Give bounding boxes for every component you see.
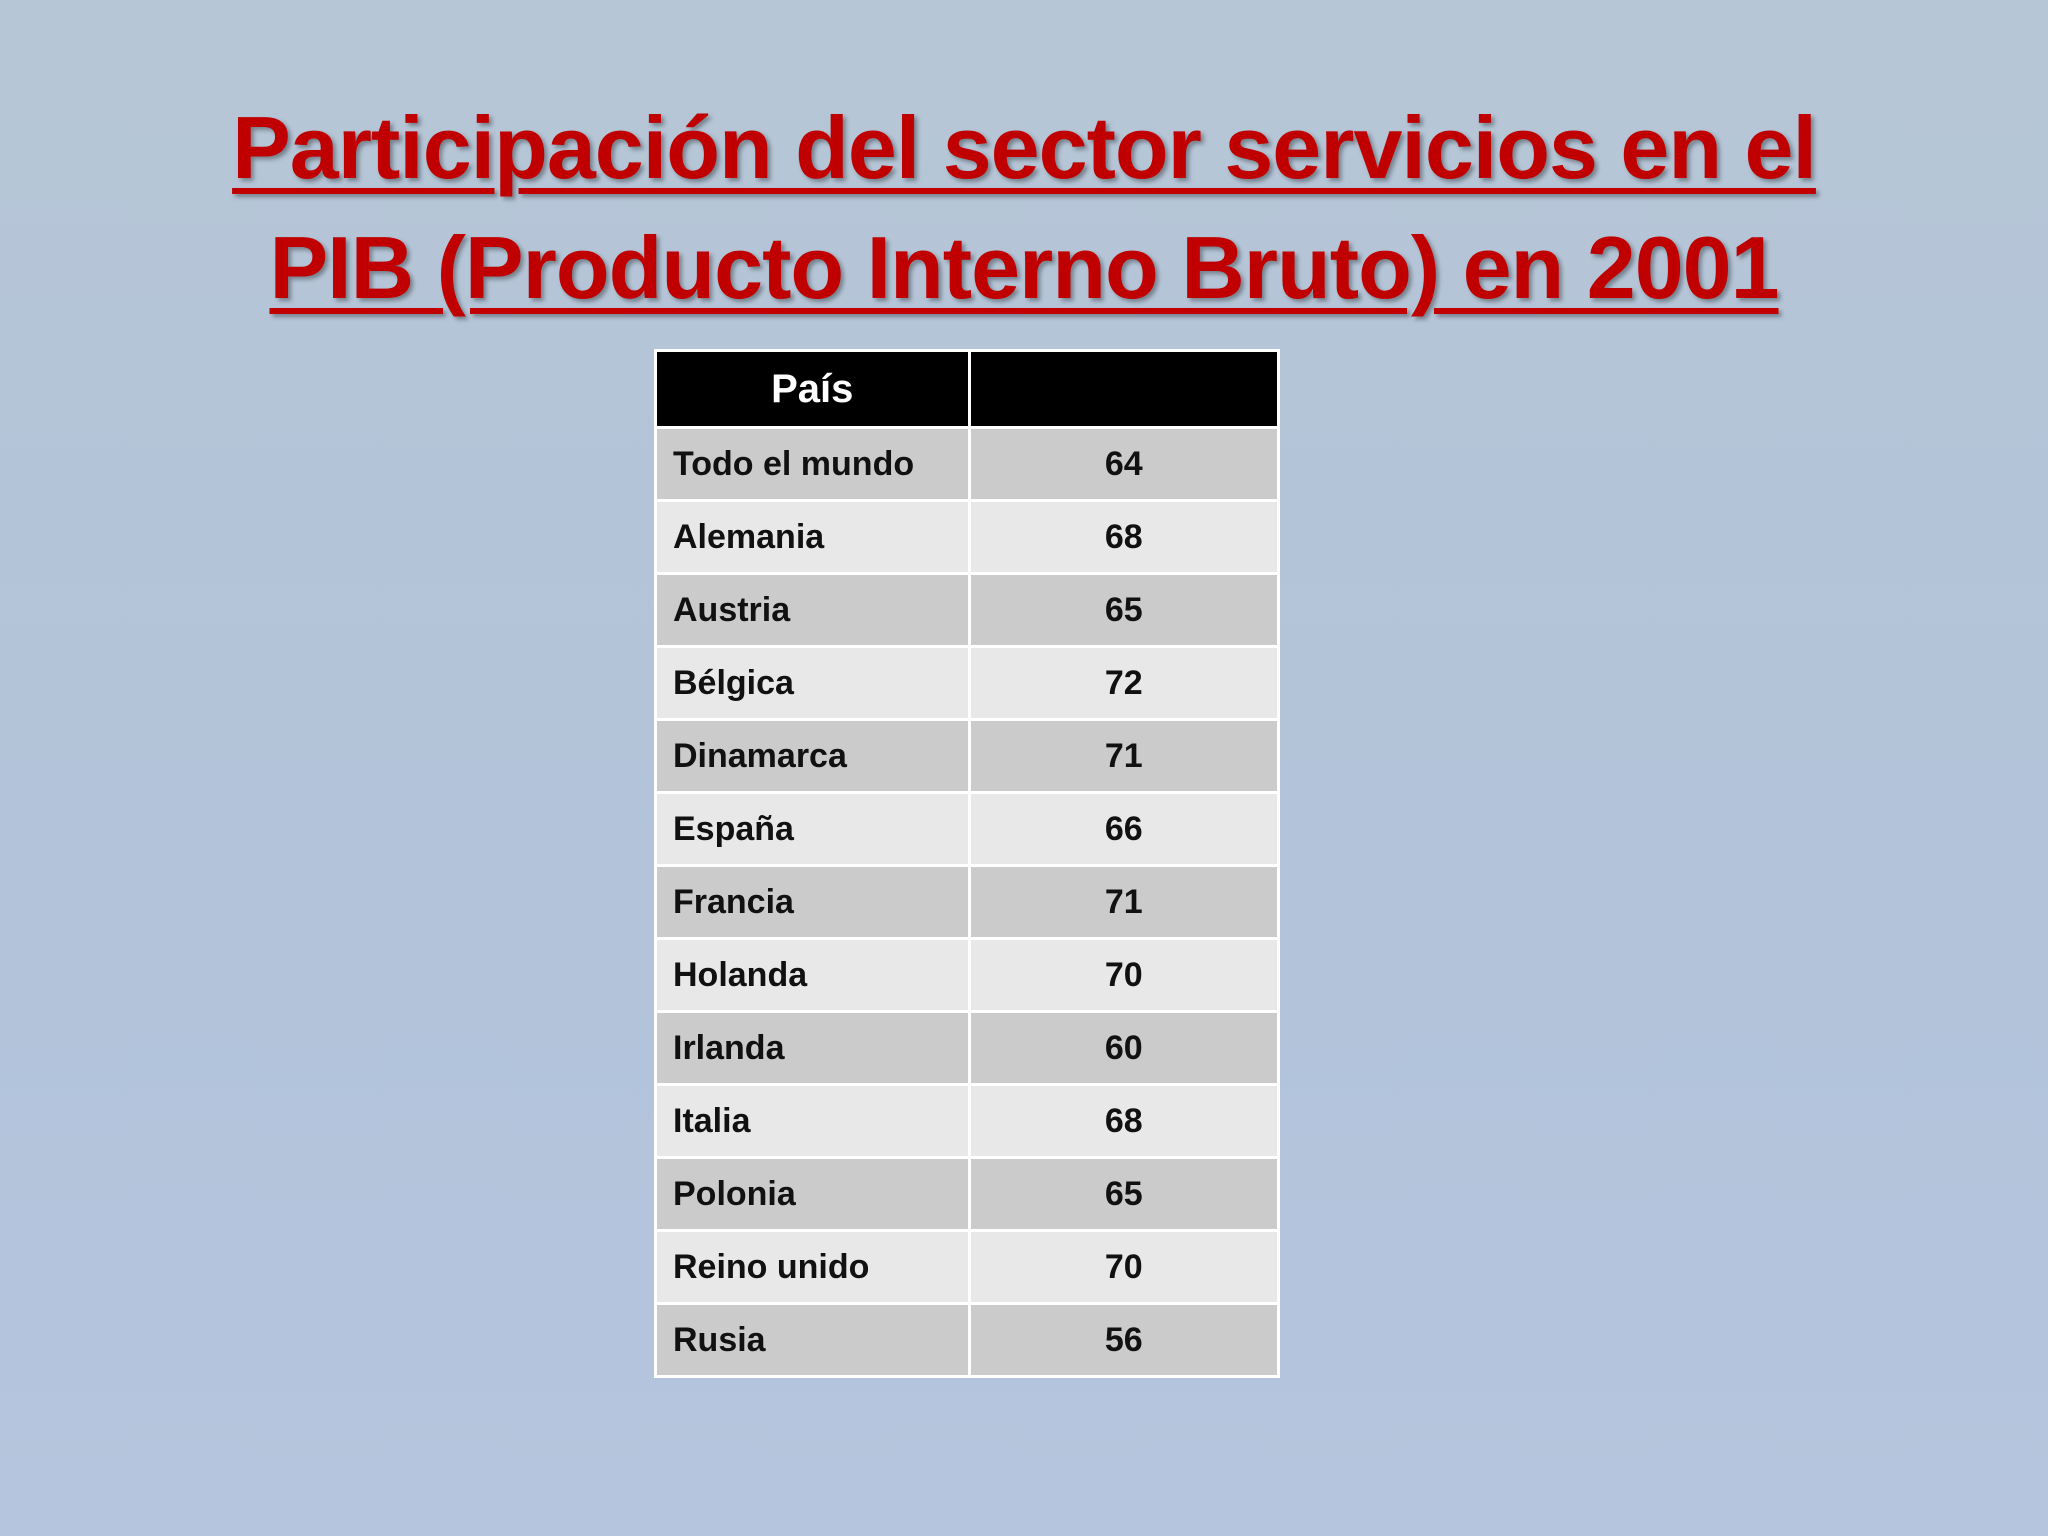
value-cell: 70 — [967, 937, 1280, 1013]
value-cell: 56 — [967, 1302, 1280, 1378]
table-row: Francia 71 — [654, 864, 1280, 940]
country-cell: Italia — [654, 1083, 971, 1159]
table-row: Alemania 68 — [654, 499, 1280, 575]
value-cell: 72 — [967, 645, 1280, 721]
table-row: Italia 68 — [654, 1083, 1280, 1159]
country-cell: Holanda — [654, 937, 971, 1013]
country-cell: Austria — [654, 572, 971, 648]
header-value — [967, 349, 1280, 429]
country-cell: Francia — [654, 864, 971, 940]
value-cell: 64 — [967, 426, 1280, 502]
table-row: Dinamarca 71 — [654, 718, 1280, 794]
table-row: Austria 65 — [654, 572, 1280, 648]
table-row: Reino unido 70 — [654, 1229, 1280, 1305]
value-cell: 71 — [967, 864, 1280, 940]
table-row: Todo el mundo 64 — [654, 426, 1280, 502]
value-cell: 65 — [967, 1156, 1280, 1232]
services-gdp-table: País Todo el mundo 64 Alemania 68 Austri… — [654, 349, 1280, 1378]
country-cell: Todo el mundo — [654, 426, 971, 502]
value-cell: 68 — [967, 499, 1280, 575]
table-header-row: País — [654, 349, 1280, 429]
table-row: España 66 — [654, 791, 1280, 867]
table-body: Todo el mundo 64 Alemania 68 Austria 65 … — [654, 426, 1280, 1378]
table-row: Irlanda 60 — [654, 1010, 1280, 1086]
country-cell: Alemania — [654, 499, 971, 575]
value-cell: 60 — [967, 1010, 1280, 1086]
value-cell: 68 — [967, 1083, 1280, 1159]
country-cell: Bélgica — [654, 645, 971, 721]
value-cell: 70 — [967, 1229, 1280, 1305]
title-line-2: PIB (Producto Interno Bruto) en 2001 — [269, 218, 1779, 317]
slide-title: Participación del sector servicios en el… — [100, 88, 1948, 328]
value-cell: 66 — [967, 791, 1280, 867]
country-cell: Irlanda — [654, 1010, 971, 1086]
value-cell: 71 — [967, 718, 1280, 794]
country-cell: Polonia — [654, 1156, 971, 1232]
header-country: País — [654, 349, 971, 429]
table-row: Holanda 70 — [654, 937, 1280, 1013]
country-cell: España — [654, 791, 971, 867]
table-row: Rusia 56 — [654, 1302, 1280, 1378]
value-cell: 65 — [967, 572, 1280, 648]
title-line-1: Participación del sector servicios en el — [232, 98, 1817, 197]
country-cell: Rusia — [654, 1302, 971, 1378]
country-cell: Dinamarca — [654, 718, 971, 794]
country-cell: Reino unido — [654, 1229, 971, 1305]
table-row: Polonia 65 — [654, 1156, 1280, 1232]
table-row: Bélgica 72 — [654, 645, 1280, 721]
